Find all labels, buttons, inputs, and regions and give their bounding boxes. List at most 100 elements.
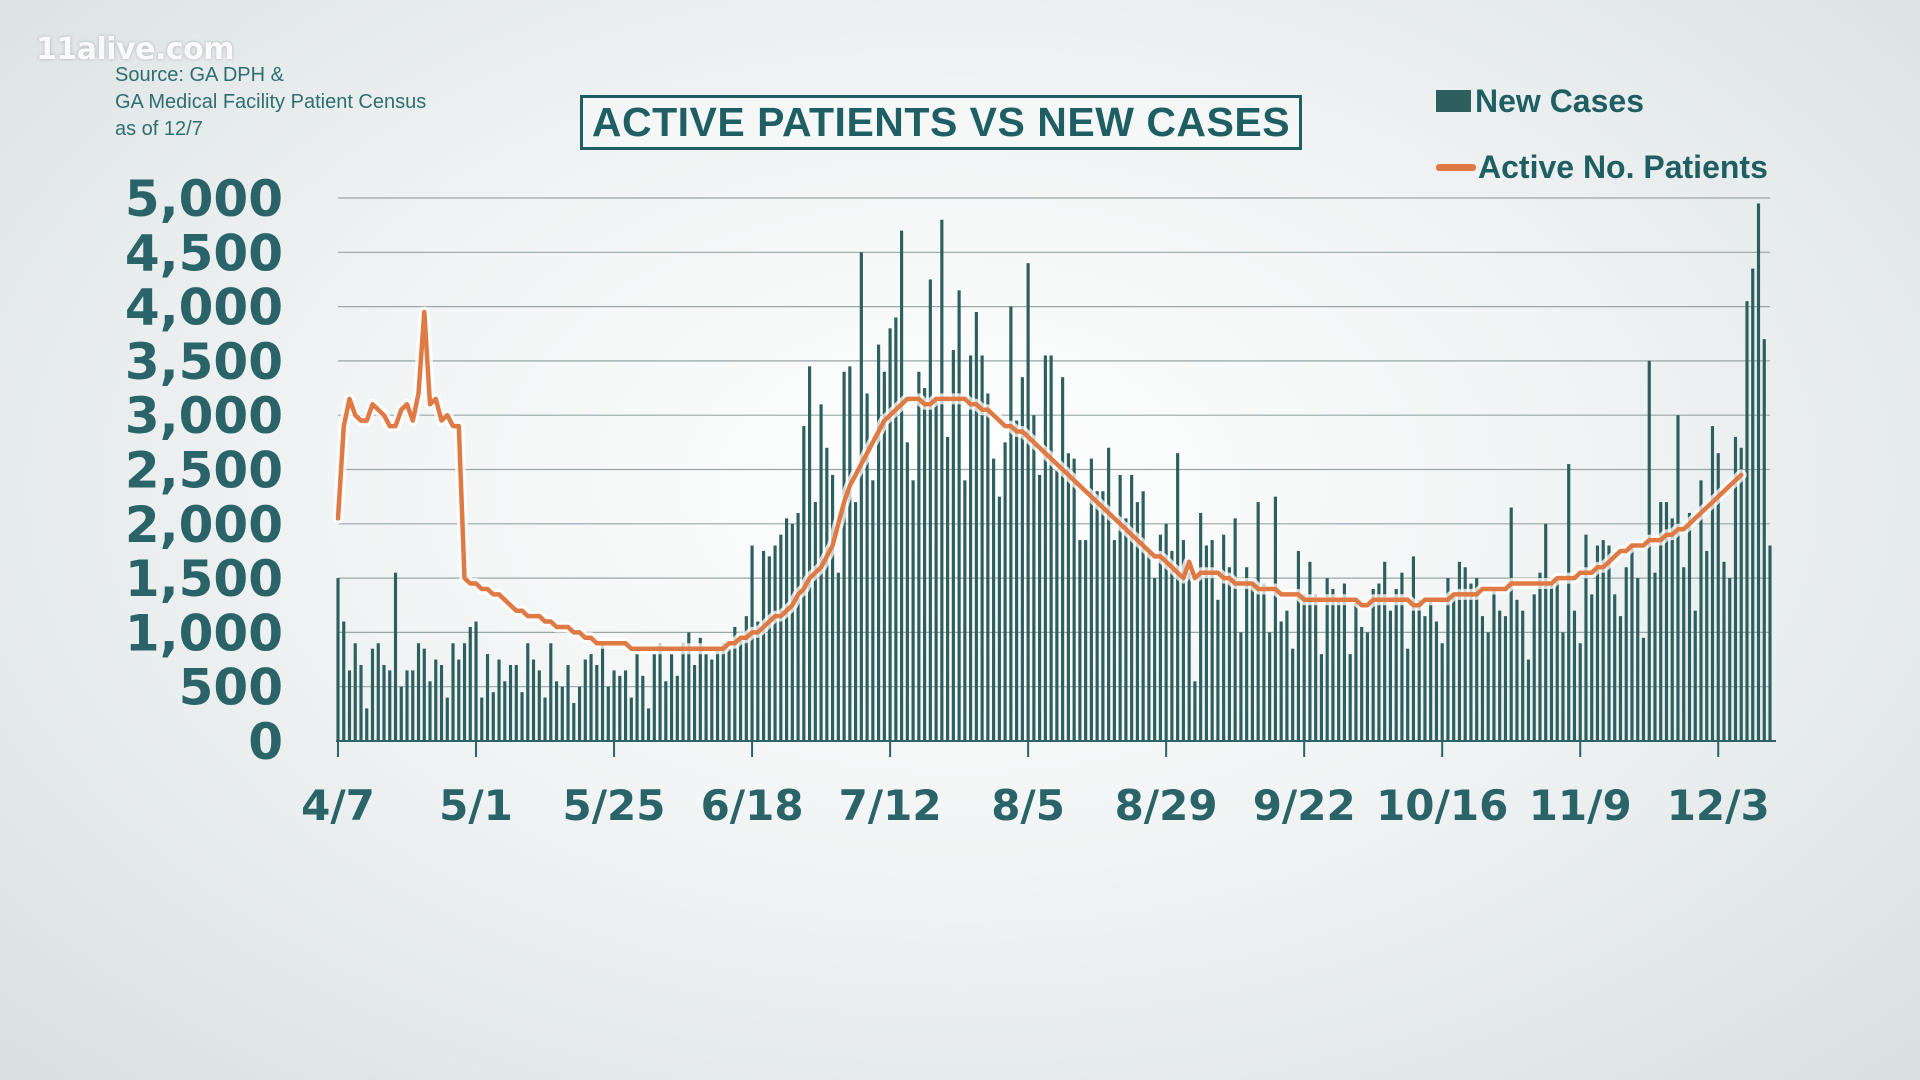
bar-78 <box>785 518 789 741</box>
bar-151 <box>1204 545 1208 741</box>
bar-132 <box>1095 491 1099 741</box>
bar-128 <box>1072 458 1076 741</box>
bar-103 <box>928 279 932 741</box>
bar-190 <box>1429 599 1433 741</box>
bar-92 <box>865 393 869 741</box>
source-note: Source: GA DPH & GA Medical Facility Pat… <box>115 62 426 143</box>
x-tick-label-4: 7/12 <box>839 781 942 830</box>
bar-85 <box>825 447 829 741</box>
bar-187 <box>1411 556 1416 741</box>
bar-26 <box>485 654 490 741</box>
bar-50 <box>623 670 628 741</box>
bar-118 <box>1015 420 1019 741</box>
bar-179 <box>1365 632 1370 741</box>
bar-180 <box>1371 588 1375 741</box>
bar-189 <box>1423 616 1427 741</box>
bar-79 <box>790 523 794 741</box>
bar-216 <box>1578 643 1582 741</box>
bar-40 <box>566 664 570 741</box>
x-tick-label-0: 4/7 <box>301 781 375 830</box>
bar-107 <box>951 350 955 741</box>
bar-176 <box>1348 654 1352 741</box>
bar-242 <box>1728 578 1732 741</box>
bar-82 <box>808 366 812 741</box>
bar-72 <box>750 545 754 741</box>
bar-83 <box>813 502 817 741</box>
bar-203 <box>1503 616 1508 741</box>
bar-23 <box>468 626 472 741</box>
bar-25 <box>480 697 484 741</box>
bar-99 <box>905 442 909 741</box>
bar-224 <box>1624 567 1628 741</box>
legend-swatch-bar <box>1436 90 1471 112</box>
bar-0 <box>336 578 340 741</box>
bar-177 <box>1354 599 1358 741</box>
bar-122 <box>1038 474 1042 741</box>
bar-114 <box>992 458 996 741</box>
bar-195 <box>1457 561 1462 741</box>
bar-63 <box>698 637 702 741</box>
bar-104 <box>934 398 938 741</box>
x-tick-label-3: 6/18 <box>701 781 804 830</box>
bar-87 <box>836 572 840 741</box>
bar-86 <box>831 474 835 741</box>
y-axis-ticks: 05001,0001,5002,0002,5003,0003,5004,0004… <box>125 170 283 771</box>
bar-55 <box>652 654 656 741</box>
bar-19 <box>445 697 449 741</box>
bar-142 <box>1153 578 1157 741</box>
bar-204 <box>1509 507 1513 741</box>
bar-21 <box>457 659 461 741</box>
bar-227 <box>1641 637 1646 741</box>
source-line-1: Source: GA DPH & <box>115 64 284 86</box>
bar-240 <box>1716 453 1720 741</box>
bar-188 <box>1417 599 1421 741</box>
bar-241 <box>1722 561 1726 741</box>
bar-14 <box>416 643 421 741</box>
bar-106 <box>946 436 950 741</box>
y-tick-label-1: 500 <box>179 659 283 717</box>
bar-3 <box>353 643 357 741</box>
bar-76 <box>773 545 777 741</box>
bar-68 <box>727 648 731 741</box>
bar-147 <box>1181 540 1185 741</box>
bar-168 <box>1302 594 1306 741</box>
bar-30 <box>508 664 513 741</box>
bar-1 <box>342 621 346 741</box>
bar-45 <box>595 664 599 741</box>
bar-71 <box>744 616 748 741</box>
y-tick-label-9: 4,500 <box>125 224 283 282</box>
bar-239 <box>1710 426 1715 741</box>
bar-208 <box>1532 594 1536 741</box>
bar-52 <box>635 654 639 741</box>
bar-221 <box>1607 545 1611 741</box>
bar-58 <box>669 654 674 741</box>
bar-236 <box>1693 610 1697 741</box>
bar-172 <box>1325 578 1329 741</box>
y-tick-label-0: 0 <box>248 713 283 771</box>
bar-248 <box>1762 339 1766 741</box>
bar-90 <box>854 502 858 741</box>
x-tick-label-6: 8/29 <box>1115 781 1218 830</box>
legend: New Cases Active No. Patients <box>1436 68 1768 200</box>
bar-220 <box>1601 540 1605 741</box>
bar-133 <box>1101 491 1105 741</box>
bar-218 <box>1590 594 1594 741</box>
bar-191 <box>1434 621 1439 741</box>
bar-194 <box>1452 594 1456 741</box>
x-axis-ticks: 4/7 5/1 5/25 6/18 7/12 8/5 8/29 9/22 10/16 11/9 12… <box>301 741 1770 830</box>
bar-186 <box>1406 648 1410 741</box>
bar-47 <box>606 686 610 741</box>
watermark-logo: 11alive.com <box>36 32 235 67</box>
bar-121 <box>1032 415 1036 741</box>
bar-183 <box>1388 610 1393 741</box>
bar-235 <box>1687 512 1692 741</box>
y-tick-label-7: 3,500 <box>125 333 283 391</box>
legend-item-active-patients: Active No. Patients <box>1436 134 1768 200</box>
bar-153 <box>1216 599 1220 741</box>
y-tick-label-8: 4,000 <box>125 279 283 337</box>
bar-184 <box>1394 588 1398 741</box>
bar-117 <box>1009 306 1013 741</box>
bar-80 <box>796 512 800 741</box>
bar-209 <box>1538 572 1542 741</box>
bar-95 <box>882 371 886 741</box>
